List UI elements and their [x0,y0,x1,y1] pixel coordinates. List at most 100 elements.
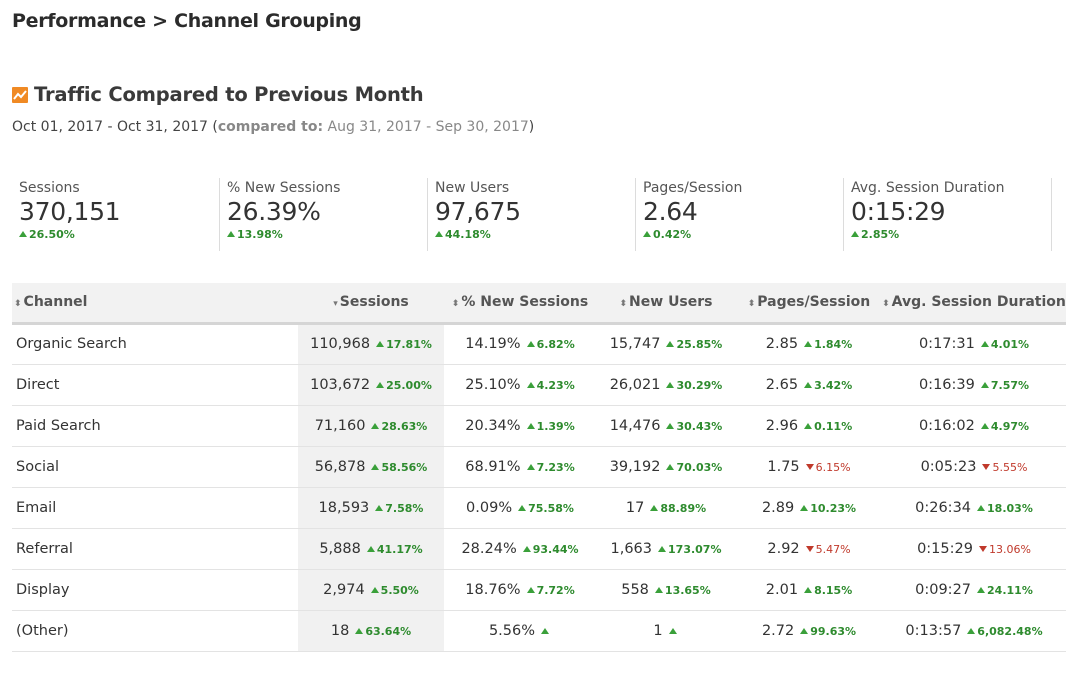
metric-cell: 20.34% 1.39% [444,405,596,447]
channel-name: Direct [12,364,298,406]
kpi-value: 97,675 [435,197,521,226]
metric-delta-value: 58.56% [381,460,428,474]
metric-cell: 0:16:39 7.57% [882,364,1066,406]
arrow-up-icon [654,586,663,593]
metric-delta: 25.85% [666,338,722,351]
metric-delta: 30.29% [666,379,722,392]
metric-delta [668,625,679,638]
metric-value: 1.75 [767,458,800,475]
metric-value: 2.96 [765,417,799,434]
metric-cell: 25.10% 4.23% [444,364,596,406]
arrow-up-icon [526,422,535,429]
sort-icon[interactable]: ⬍ [451,299,460,310]
metric-value: 68.91% [465,458,521,475]
metric-delta-value: 13.06% [988,542,1031,556]
sort-icon[interactable]: ⬍ [619,299,628,310]
metric-cell: 110,968 17.81% [298,323,444,365]
metric-delta: 7.57% [980,378,1030,392]
breadcrumb: Performance > Channel Grouping [12,10,362,32]
sort-icon[interactable]: ⬍ [747,299,756,310]
metric-delta-value: 4.97% [990,419,1030,433]
arrow-up-icon [370,586,379,593]
metric-cell: 0:26:34 18.03% [882,487,1066,529]
metric-value: 0:26:34 [915,499,972,516]
kpi-card: Avg. Session Duration 0:15:29 2.85% [844,178,1052,251]
metric-cell: 2.92 5.47% [736,528,882,570]
channel-name: (Other) [12,610,298,652]
metric-delta: 5.47% [805,543,851,556]
metric-value: 26,021 [609,376,661,393]
metric-value: 2.72 [761,622,795,639]
arrow-up-icon [19,231,27,237]
arrow-up-icon [980,422,989,429]
metric-delta: 63.64% [355,625,411,638]
kpi-delta: 13.98% [227,228,427,241]
metric-value: 18.76% [465,581,521,598]
metric-value: 56,878 [314,458,366,475]
metric-delta-value: 6.82% [536,338,575,351]
arrow-up-icon [804,586,813,593]
metric-delta: 7.23% [526,460,575,474]
channel-name: Social [12,446,298,488]
metric-delta: 99.63% [800,625,856,638]
metric-delta-value: 5.55% [992,460,1028,474]
metric-value: 0:09:27 [915,581,972,598]
metric-delta: 4.97% [980,419,1030,433]
metric-value: 18 [330,622,350,639]
table-row: Organic Search 110,968 17.81% 14.19% 6.82% 15… [12,323,1066,365]
arrow-up-icon [967,627,976,634]
metric-value: 0.09% [466,499,513,516]
metric-delta-value: 7.23% [536,460,575,474]
metric-delta: 13.06% [978,542,1031,556]
metric-delta: 5.55% [982,461,1027,474]
metric-cell: 2.89 10.23% [736,487,882,529]
table-row: (Other) 18 63.64% 5.56% 1 2.72 99.63% 0:13:57 6,… [12,610,1066,652]
arrow-up-icon [666,381,675,388]
metric-delta: 6,082.48% [967,625,1043,638]
metric-delta: 7.72% [526,584,575,597]
column-header-new-sessions[interactable]: ⬍% New Sessions [444,283,596,325]
metric-delta-value: 18.03% [987,501,1033,515]
sort-icon[interactable]: ⬍ [14,299,22,310]
metric-delta-value: 28.63% [381,419,428,433]
arrow-up-icon [980,381,989,388]
metric-cell: 17 88.89% [596,487,736,529]
arrow-up-icon [541,627,550,634]
column-header-label: Channel [23,294,88,311]
kpi-delta: 44.18% [435,228,635,241]
metric-cell: 0.09% 75.58% [444,487,596,529]
kpi-card: Pages/Session 2.64 0.42% [636,178,844,251]
metric-delta: 70.03% [666,461,722,474]
metric-delta [541,625,551,638]
column-header-sessions[interactable]: ▾ Sessions [298,283,444,325]
table-header-row: ⬍ Channel ▾ Sessions ⬍% New Sessions ⬍ New Use… [12,283,1066,325]
table-row: Email 18,593 7.58% 0.09% 75.58% 17 88.89% 2.89 1… [12,487,1066,529]
metric-cell: 103,672 25.00% [298,364,444,406]
metric-cell: 39,192 70.03% [596,446,736,488]
metric-delta-value: 7.57% [990,378,1030,392]
arrow-up-icon [366,545,375,552]
metric-delta: 1.39% [526,420,575,433]
current-range: Oct 01, 2017 - Oct 31, 2017 [12,119,208,135]
column-header-avg-session-duration[interactable]: ⬍ Avg. Session Duration [882,283,1066,325]
arrow-up-icon [526,381,535,388]
metric-value: 2.92 [767,540,800,557]
sort-desc-icon[interactable]: ▾ [333,299,338,310]
metric-value: 5,888 [319,540,361,557]
metric-delta: 173.07% [658,543,722,556]
metric-cell: 56,878 58.56% [298,446,444,488]
metric-cell: 18 63.64% [298,610,444,652]
column-header-channel[interactable]: ⬍ Channel [12,283,298,325]
sort-icon[interactable]: ⬍ [882,299,890,310]
metric-delta-value: 3.42% [814,378,853,392]
arrow-up-icon [526,463,535,470]
arrow-up-icon [371,463,380,470]
metric-delta: 88.89% [650,502,706,515]
metric-delta-value: 25.85% [676,338,723,351]
metric-cell: 18,593 7.58% [298,487,444,529]
column-header-new-users[interactable]: ⬍ New Users [596,283,736,325]
arrow-up-icon [643,231,651,237]
metric-cell: 0:16:02 4.97% [882,405,1066,447]
column-header-pages-session[interactable]: ⬍ Pages/Session [736,283,882,325]
arrow-up-icon [658,545,667,552]
